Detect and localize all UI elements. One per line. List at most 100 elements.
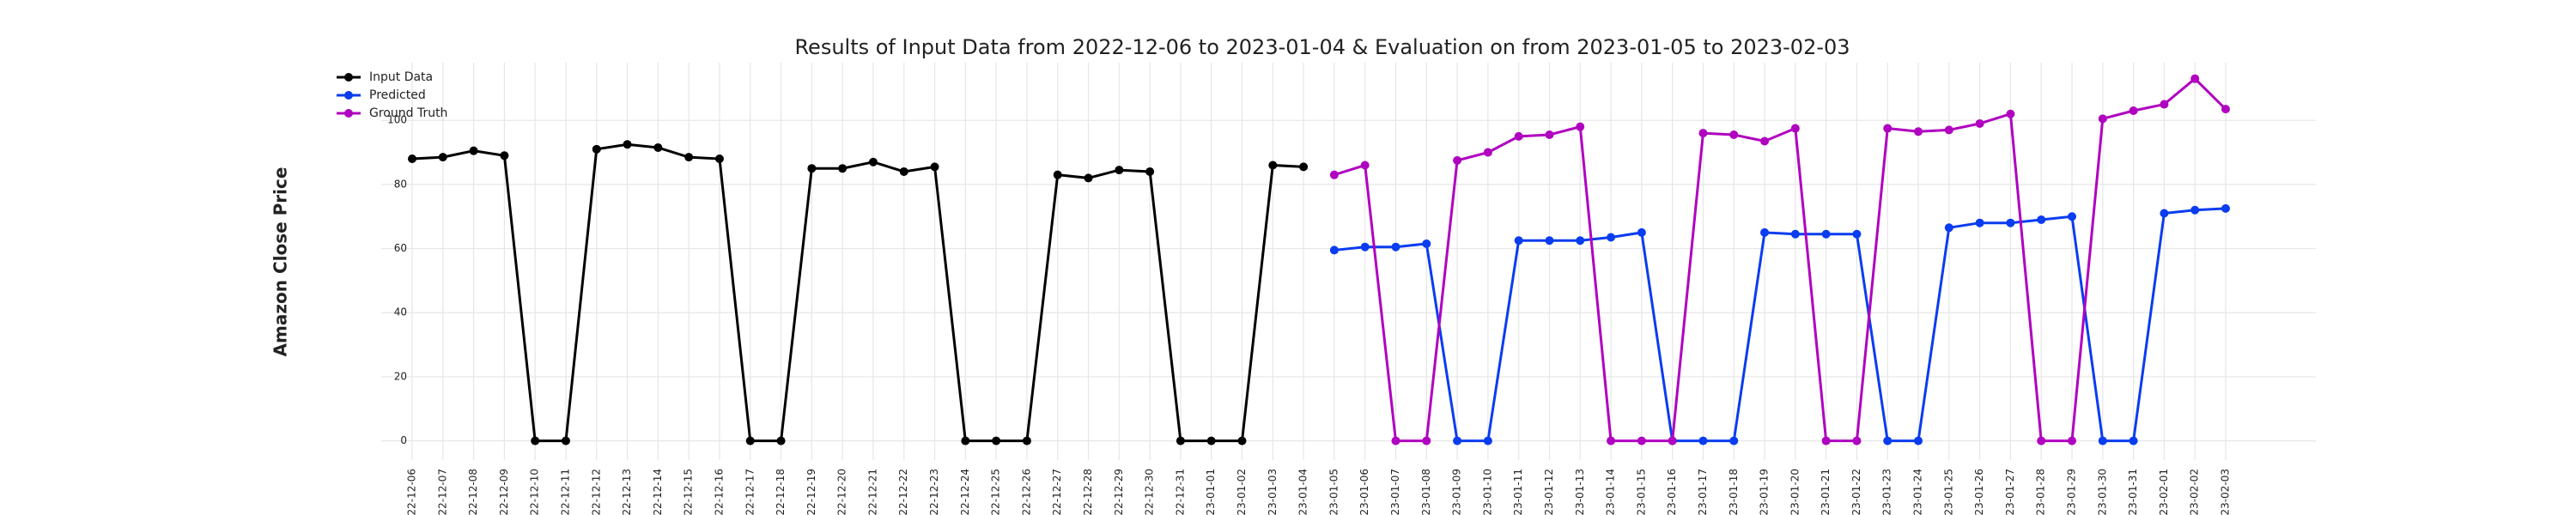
y-axis-label: Amazon Close Price [270, 167, 291, 357]
y-tick-label: 0 [400, 434, 407, 446]
point [1391, 242, 1400, 251]
chart-title: Results of Input Data from 2022-12-06 to… [794, 35, 1850, 59]
point [807, 164, 817, 173]
x-tick-label: 2023-01-30 [2096, 469, 2108, 515]
x-tick-label: 2022-12-10 [529, 469, 541, 515]
point [1852, 436, 1862, 445]
point [992, 436, 1001, 445]
x-tick-label: 2023-01-27 [2004, 469, 2016, 515]
x-tick-label: 2023-01-14 [1605, 469, 1617, 515]
x-tick-label: 2023-01-31 [2127, 469, 2139, 515]
point [868, 157, 878, 167]
point [961, 436, 970, 445]
series-line [411, 142, 1304, 443]
point [1299, 162, 1309, 172]
point [2160, 209, 2169, 218]
point [1821, 229, 1831, 239]
point [1576, 122, 1585, 131]
point [1883, 124, 1893, 133]
x-tick-label: 2023-01-28 [2035, 469, 2047, 515]
y-tick-label: 80 [394, 178, 407, 190]
x-tick-label: 2022-12-20 [836, 469, 848, 515]
x-tick-label: 2023-01-06 [1358, 469, 1370, 515]
x-tick-label: 2022-12-14 [652, 469, 664, 515]
x-tick-label: 2022-12-19 [805, 469, 817, 515]
x-tick-label: 2023-01-15 [1635, 469, 1647, 515]
x-tick-label: 2023-01-18 [1728, 469, 1740, 515]
point [1176, 436, 1185, 445]
series-line [1334, 207, 2227, 443]
point [1360, 242, 1370, 251]
point [1975, 218, 1984, 227]
point [438, 153, 447, 162]
x-tick-label: 2023-01-02 [1236, 469, 1248, 515]
point [1760, 136, 1770, 146]
point [1453, 155, 1462, 165]
point [1268, 161, 1278, 170]
y-tick-label: 60 [394, 242, 407, 254]
point [1607, 233, 1616, 242]
point [1914, 436, 1923, 445]
point [1329, 245, 1339, 255]
point [2129, 106, 2138, 116]
point [1760, 227, 1770, 237]
x-tick-label: 2022-12-27 [1051, 469, 1063, 515]
x-tick-label: 2022-12-26 [1020, 469, 1032, 515]
x-tick-label: 2023-01-13 [1574, 469, 1586, 515]
legend-marker [344, 91, 353, 100]
x-tick-label: 2023-01-22 [1850, 469, 1862, 515]
point [1422, 436, 1431, 445]
x-tick-label: 2022-12-11 [559, 469, 571, 515]
point [2221, 105, 2230, 114]
point [653, 142, 663, 152]
x-tick-label: 2023-01-05 [1327, 469, 1340, 515]
x-tick-label: 2022-12-24 [959, 469, 971, 515]
y-tick-label: 40 [394, 306, 407, 318]
point [1022, 436, 1031, 445]
x-tick-label: 2022-12-21 [866, 469, 878, 515]
point [1698, 129, 1708, 138]
x-tick-label: 2022-12-25 [990, 469, 1002, 515]
point [561, 436, 570, 445]
point [1914, 127, 1923, 136]
point [684, 153, 694, 162]
point [1852, 229, 1862, 239]
series-line [1334, 76, 2227, 443]
x-tick-label: 2023-01-24 [1912, 469, 1924, 515]
point [899, 167, 908, 176]
point [1084, 173, 1093, 183]
point [2006, 109, 2015, 118]
point [2190, 205, 2200, 215]
point [1453, 436, 1462, 445]
point [1483, 148, 1492, 157]
x-tick-label: 2023-01-08 [1420, 469, 1432, 515]
point [1821, 436, 1831, 445]
x-tick-label: 2022-12-28 [1082, 469, 1094, 515]
point [2098, 436, 2107, 445]
x-tick-label: 2022-12-07 [436, 469, 448, 515]
point [1545, 130, 1554, 140]
x-tick-label: 2023-02-02 [2189, 469, 2201, 515]
x-tick-label: 2022-12-18 [775, 469, 787, 515]
x-tick-label: 2023-01-29 [2066, 469, 2078, 515]
point [1790, 124, 1800, 133]
legend-label: Predicted [369, 88, 426, 102]
point [1975, 118, 1984, 128]
point [1637, 436, 1646, 445]
y-tick-label: 20 [394, 370, 407, 382]
point [1607, 436, 1616, 445]
x-tick-label: 2023-01-20 [1789, 469, 1801, 515]
point [592, 144, 601, 154]
point [776, 436, 786, 445]
point [1329, 170, 1339, 179]
x-tick-label: 2022-12-06 [406, 469, 418, 515]
legend-label: Input Data [369, 70, 433, 84]
point [1206, 436, 1216, 445]
point [2098, 114, 2107, 124]
point [623, 140, 632, 149]
x-tick-label: 2022-12-23 [928, 469, 940, 515]
point [1391, 436, 1400, 445]
x-tick-label: 2023-01-23 [1881, 469, 1893, 515]
point [838, 164, 848, 173]
x-tick-label: 2022-12-17 [744, 469, 756, 515]
